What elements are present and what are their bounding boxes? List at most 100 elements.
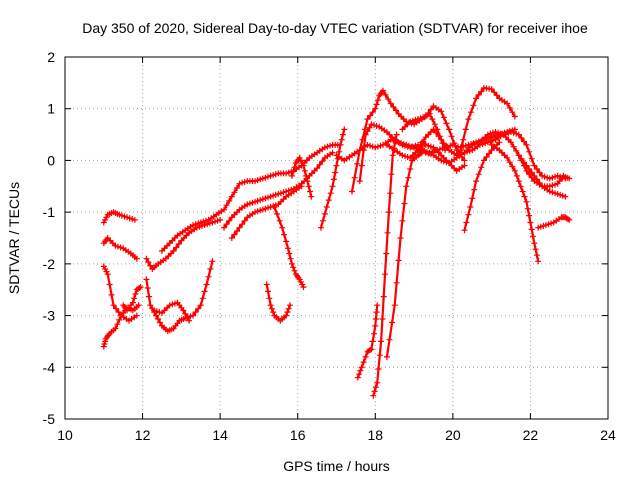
data-point xyxy=(536,169,543,176)
data-point xyxy=(201,288,208,295)
data-point xyxy=(234,228,240,235)
data-point xyxy=(205,273,212,280)
data-point xyxy=(203,281,210,288)
data-point xyxy=(290,168,297,175)
data-point xyxy=(364,116,371,123)
data-point xyxy=(228,235,235,241)
data-point xyxy=(433,129,440,136)
series-track-29 xyxy=(383,149,425,360)
data-point xyxy=(325,197,332,204)
data-point xyxy=(518,135,525,141)
data-point xyxy=(234,185,240,191)
data-point xyxy=(170,247,177,254)
data-point xyxy=(528,155,535,162)
data-point xyxy=(318,224,324,231)
data-point xyxy=(314,165,321,172)
data-point xyxy=(429,116,436,123)
data-point xyxy=(371,330,377,337)
data-point xyxy=(401,200,408,207)
data-point xyxy=(323,204,330,210)
data-point xyxy=(518,155,525,162)
data-point xyxy=(515,178,522,185)
data-point xyxy=(372,316,379,322)
data-point xyxy=(526,166,533,172)
data-point xyxy=(373,101,380,108)
series-track-28 xyxy=(370,131,400,399)
data-point xyxy=(283,238,290,245)
data-point xyxy=(537,223,544,230)
data-point xyxy=(554,172,561,179)
data-point xyxy=(483,154,490,160)
data-point xyxy=(135,302,142,309)
y-tick-label: -3 xyxy=(43,308,56,324)
data-point xyxy=(300,284,307,291)
y-axis-title: SDTVAR / TECUs xyxy=(6,182,22,294)
data-point xyxy=(358,162,365,169)
data-point xyxy=(274,210,280,217)
data-point xyxy=(446,126,452,133)
data-point xyxy=(266,295,273,302)
data-point xyxy=(388,171,395,178)
data-point xyxy=(440,140,447,147)
y-tick-label: -1 xyxy=(43,204,56,220)
data-point xyxy=(137,284,144,291)
data-point xyxy=(385,96,392,103)
data-point xyxy=(305,183,312,190)
data-point xyxy=(356,147,363,154)
series-track-24 xyxy=(488,141,542,265)
series-track-20 xyxy=(383,126,569,182)
data-point xyxy=(373,309,380,316)
data-point xyxy=(321,210,328,217)
data-point xyxy=(300,162,307,169)
data-point xyxy=(291,267,298,274)
data-point xyxy=(361,126,368,133)
data-point xyxy=(521,159,527,166)
data-point xyxy=(475,171,482,178)
data-point xyxy=(393,279,400,286)
data-point xyxy=(526,148,533,155)
data-point xyxy=(145,259,152,266)
data-point xyxy=(157,319,163,326)
data-point xyxy=(468,109,474,116)
series-track-3 xyxy=(100,302,142,350)
data-point xyxy=(372,384,379,391)
data-point xyxy=(184,314,191,321)
data-point xyxy=(566,216,573,223)
data-point xyxy=(267,302,274,309)
data-point xyxy=(336,148,343,155)
data-point xyxy=(491,89,498,96)
data-point xyxy=(241,217,248,224)
data-point xyxy=(285,245,291,252)
data-point xyxy=(356,371,363,378)
data-point xyxy=(418,149,425,156)
data-point xyxy=(239,221,246,228)
series-line xyxy=(463,141,501,232)
data-point xyxy=(566,175,573,182)
data-point xyxy=(387,100,394,107)
data-point xyxy=(131,295,138,302)
data-point xyxy=(110,302,117,309)
data-point xyxy=(129,299,136,306)
data-point xyxy=(374,302,381,309)
data-point xyxy=(285,305,292,312)
data-point xyxy=(221,224,227,231)
data-point xyxy=(207,266,214,272)
data-point xyxy=(425,110,432,116)
series-track-19 xyxy=(399,103,468,164)
data-point xyxy=(546,175,553,182)
data-point xyxy=(226,197,233,204)
series-track-8 xyxy=(151,299,193,324)
data-point xyxy=(380,293,387,300)
data-point xyxy=(421,141,428,148)
data-point xyxy=(114,321,121,328)
data-point xyxy=(368,346,375,353)
data-point xyxy=(513,172,520,179)
data-point xyxy=(504,100,511,107)
data-point xyxy=(375,366,382,372)
data-point xyxy=(329,183,336,190)
data-point xyxy=(460,136,467,143)
data-point xyxy=(509,163,516,170)
data-point xyxy=(384,229,391,236)
data-point xyxy=(391,145,397,152)
